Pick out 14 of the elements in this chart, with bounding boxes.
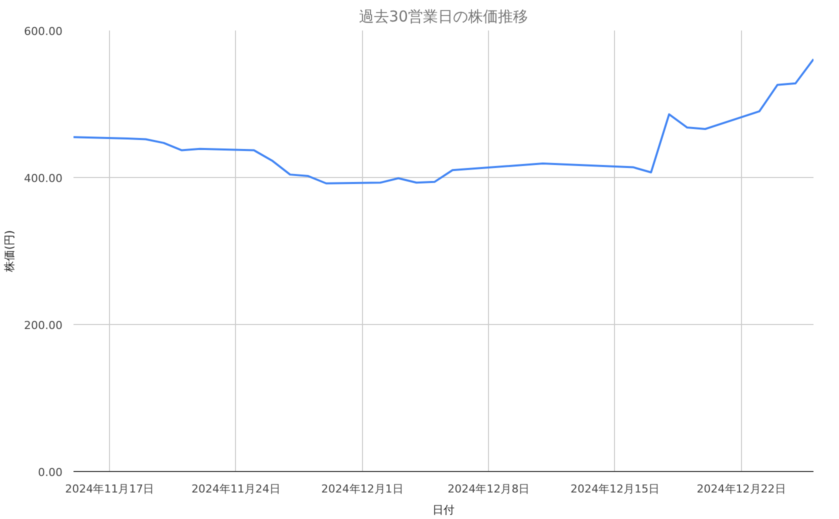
chart-title: 過去30営業日の株価推移 bbox=[358, 8, 528, 26]
y-tick-label: 400.00 bbox=[24, 172, 63, 185]
y-tick-label: 0.00 bbox=[38, 466, 63, 479]
y-axis-title: 株価(円) bbox=[3, 230, 16, 273]
x-tick-label: 2024年12月8日 bbox=[448, 482, 530, 496]
x-tick-label: 2024年12月15日 bbox=[570, 482, 660, 496]
line-series bbox=[74, 58, 814, 184]
y-tick-label: 600.00 bbox=[24, 25, 63, 38]
x-tick-label: 2024年12月22日 bbox=[696, 482, 786, 496]
x-axis-title: 日付 bbox=[432, 504, 454, 516]
x-tick-label: 2024年11月17日 bbox=[65, 482, 154, 496]
x-tick-label: 2024年12月1日 bbox=[321, 482, 404, 496]
y-tick-label: 200.00 bbox=[24, 319, 63, 332]
x-tick-label: 2024年11月24日 bbox=[191, 482, 280, 496]
